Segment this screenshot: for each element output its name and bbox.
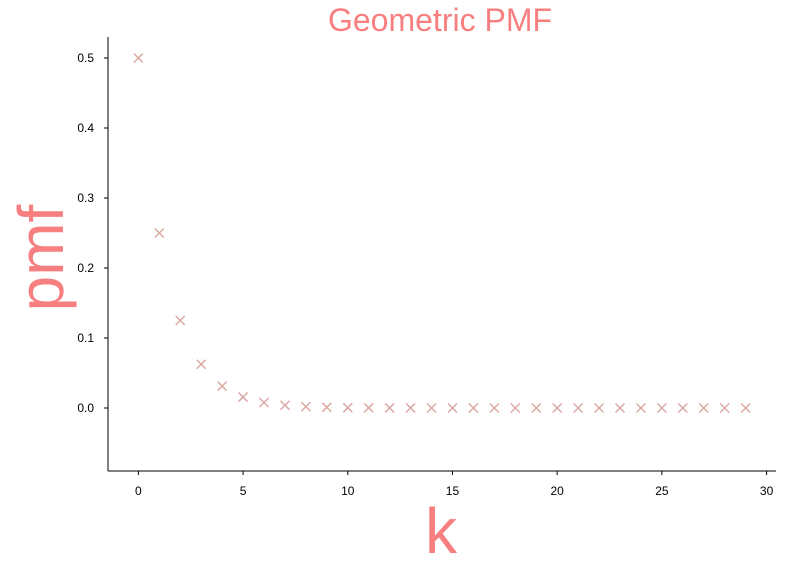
data-point — [719, 402, 730, 414]
data-point — [531, 402, 542, 414]
data-point — [300, 401, 311, 412]
axes — [107, 37, 776, 472]
data-point — [133, 52, 144, 64]
x-tick-label: 30 — [760, 484, 774, 498]
data-point — [447, 402, 458, 414]
data-point — [594, 402, 605, 414]
y-axis-label: pmf — [5, 204, 77, 311]
x-tick-label: 25 — [655, 484, 669, 498]
chart-title: Geometric PMF — [328, 2, 552, 38]
data-point — [363, 402, 374, 413]
data-point — [468, 402, 479, 414]
x-tick-label: 15 — [446, 484, 460, 498]
data-point — [405, 402, 416, 413]
data-point — [614, 402, 626, 414]
data-point — [426, 402, 437, 414]
data-point — [384, 402, 395, 413]
data-point — [489, 402, 500, 414]
data-point — [258, 397, 270, 408]
x-tick-label: 5 — [240, 484, 247, 498]
x-tick-label: 0 — [135, 484, 142, 498]
data-point — [217, 381, 228, 392]
data-point — [552, 402, 563, 414]
x-tick-label: 10 — [341, 484, 355, 498]
data-point — [510, 402, 521, 414]
data-points — [133, 52, 751, 414]
data-point — [154, 227, 165, 239]
x-axis-label: k — [425, 495, 458, 567]
y-tick-label: 0.3 — [77, 191, 94, 205]
x-ticks: 0 5 10 15 20 25 30 — [135, 471, 774, 498]
y-tick-label: 0.0 — [77, 401, 94, 415]
y-tick-label: 0.4 — [77, 121, 94, 135]
data-point — [342, 402, 353, 413]
y-tick-label: 0.5 — [77, 51, 94, 65]
data-point — [196, 359, 207, 370]
data-point — [677, 402, 688, 414]
data-point — [656, 402, 667, 414]
y-ticks: 0.0 0.1 0.2 0.3 0.4 0.5 — [77, 51, 108, 415]
y-tick-label: 0.1 — [77, 331, 94, 345]
data-point — [740, 402, 751, 414]
data-point — [279, 400, 290, 411]
x-tick-label: 20 — [550, 484, 564, 498]
data-point — [573, 402, 584, 414]
data-point — [698, 402, 709, 414]
data-point — [321, 402, 332, 413]
data-point — [635, 402, 646, 414]
data-point — [238, 392, 249, 403]
y-tick-label: 0.2 — [77, 261, 94, 275]
data-point — [175, 315, 186, 326]
